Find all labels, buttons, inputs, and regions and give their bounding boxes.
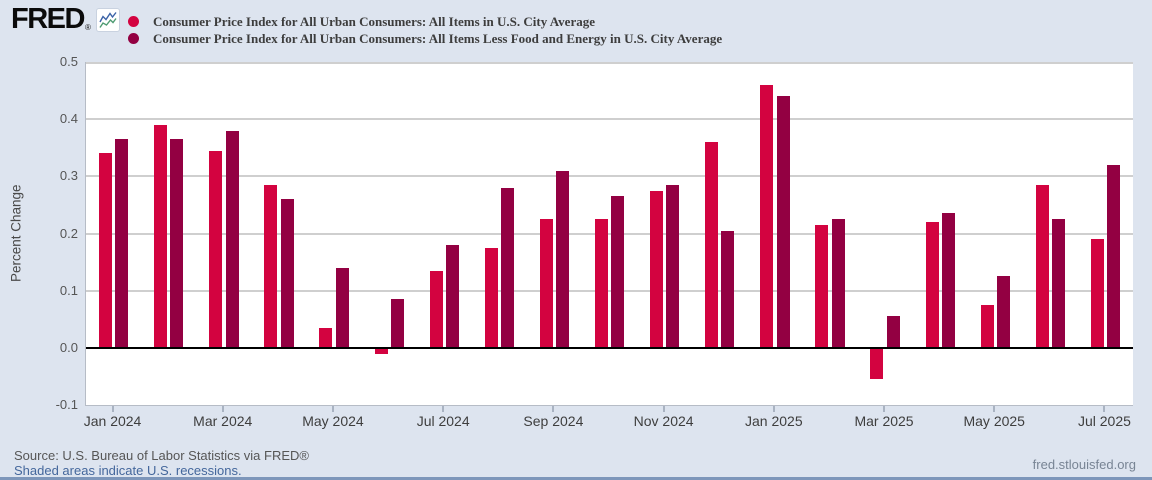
bar-all-items-mar-2024[interactable] xyxy=(209,150,223,348)
legend-marker-cpi-all-items xyxy=(128,16,139,27)
x-tick-label: Jul 2024 xyxy=(416,413,470,429)
bar-core-mar-2025[interactable] xyxy=(886,316,900,348)
bar-core-sep-2024[interactable] xyxy=(556,170,570,348)
bar-core-jul-2024[interactable] xyxy=(445,244,459,348)
bar-all-items-oct-2024[interactable] xyxy=(594,219,608,348)
bar-all-items-jun-2025[interactable] xyxy=(1035,184,1049,348)
bar-all-items-apr-2025[interactable] xyxy=(925,222,939,348)
bar-all-items-nov-2024[interactable] xyxy=(650,190,664,348)
fred-logo-text: FRED xyxy=(11,3,85,35)
bar-core-oct-2024[interactable] xyxy=(611,196,625,348)
chart-legend: Consumer Price Index for All Urban Consu… xyxy=(128,13,722,47)
x-tick-mark xyxy=(111,406,114,412)
y-tick-label: 0.2 xyxy=(59,225,78,241)
gridline xyxy=(86,289,1133,292)
x-tick-label: Jan 2024 xyxy=(83,413,142,429)
bar-all-items-aug-2024[interactable] xyxy=(484,247,498,348)
y-tick-label: 0.1 xyxy=(59,282,78,298)
x-tick-label: Jan 2025 xyxy=(745,413,803,429)
gridline xyxy=(86,232,1133,235)
x-tick-label: May 2024 xyxy=(302,413,364,429)
bar-all-items-jan-2025[interactable] xyxy=(760,84,774,348)
bar-all-items-jul-2025[interactable] xyxy=(1090,239,1104,348)
y-tick-label: 0.0 xyxy=(59,339,78,355)
bar-all-items-feb-2024[interactable] xyxy=(154,124,168,348)
bar-core-mar-2024[interactable] xyxy=(225,130,239,348)
bar-core-dec-2024[interactable] xyxy=(721,230,735,348)
legend-label-cpi-all-items: Consumer Price Index for All Urban Consu… xyxy=(153,13,595,29)
gridline xyxy=(86,118,1133,121)
x-tick-mark xyxy=(1103,406,1106,412)
y-tick-label: 0.4 xyxy=(59,111,78,127)
bar-core-jan-2024[interactable] xyxy=(115,139,129,348)
bar-core-jan-2025[interactable] xyxy=(776,96,790,348)
bar-all-items-jul-2024[interactable] xyxy=(429,270,443,348)
bar-all-items-may-2025[interactable] xyxy=(980,304,994,348)
y-tick-label: 0.5 xyxy=(59,54,78,69)
x-tick-label: Nov 2024 xyxy=(633,413,694,429)
legend-item-cpi-core: Consumer Price Index for All Urban Consu… xyxy=(128,30,722,47)
x-tick-mark xyxy=(552,406,555,412)
bar-all-items-dec-2024[interactable] xyxy=(705,142,719,348)
legend-item-cpi-all-items: Consumer Price Index for All Urban Consu… xyxy=(128,13,722,30)
bar-all-items-jan-2024[interactable] xyxy=(99,153,112,348)
x-tick-mark xyxy=(662,406,665,412)
x-tick-label: Jul 2025 xyxy=(1077,413,1131,429)
fred-logo-registered-mark: ® xyxy=(84,23,91,32)
source-note: Source: U.S. Bureau of Labor Statistics … xyxy=(14,448,309,463)
recession-note-link[interactable]: Shaded areas indicate U.S. recessions. xyxy=(14,463,242,478)
bar-core-apr-2024[interactable] xyxy=(280,199,294,348)
fred-logo[interactable]: FRED ® xyxy=(11,3,119,35)
y-tick-label: -0.1 xyxy=(55,397,78,412)
x-tick-mark xyxy=(442,406,445,412)
bottom-accent-strip xyxy=(0,477,1152,480)
legend-marker-cpi-core xyxy=(128,33,139,44)
bar-all-items-feb-2025[interactable] xyxy=(815,224,829,348)
bar-core-feb-2025[interactable] xyxy=(831,219,845,348)
bar-core-jun-2025[interactable] xyxy=(1052,219,1066,348)
x-tick-label: Mar 2024 xyxy=(193,413,253,429)
x-tick-mark xyxy=(993,406,996,412)
bar-core-may-2024[interactable] xyxy=(335,267,349,348)
x-tick-mark xyxy=(883,406,886,412)
bar-all-items-sep-2024[interactable] xyxy=(539,219,553,348)
x-tick-label: Sep 2024 xyxy=(523,413,584,429)
x-tick-label: Mar 2025 xyxy=(854,413,914,429)
x-tick-mark xyxy=(772,406,775,412)
bar-all-items-apr-2024[interactable] xyxy=(264,184,278,348)
gridline xyxy=(86,175,1133,178)
x-tick-label: May 2025 xyxy=(963,413,1025,429)
bar-all-items-jun-2024[interactable] xyxy=(374,347,388,354)
legend-label-cpi-core: Consumer Price Index for All Urban Consu… xyxy=(153,30,723,46)
bar-core-feb-2024[interactable] xyxy=(170,139,184,348)
bar-core-apr-2025[interactable] xyxy=(941,213,955,348)
fred-site-link[interactable]: fred.stlouisfed.org xyxy=(1032,457,1136,472)
bar-core-may-2025[interactable] xyxy=(996,276,1010,348)
bar-all-items-may-2024[interactable] xyxy=(319,327,333,348)
gridline xyxy=(86,62,1133,64)
bar-all-items-mar-2025[interactable] xyxy=(870,347,884,380)
zero-line xyxy=(86,346,1133,349)
bar-core-jul-2025[interactable] xyxy=(1107,164,1121,348)
bar-core-nov-2024[interactable] xyxy=(666,184,680,348)
bar-core-aug-2024[interactable] xyxy=(501,187,515,348)
x-tick-mark xyxy=(221,406,224,412)
plot-area xyxy=(85,62,1133,406)
fred-logo-chart-icon xyxy=(96,9,119,31)
bar-core-jun-2024[interactable] xyxy=(390,299,404,348)
y-tick-label: 0.3 xyxy=(59,168,78,184)
x-tick-mark xyxy=(331,406,334,412)
